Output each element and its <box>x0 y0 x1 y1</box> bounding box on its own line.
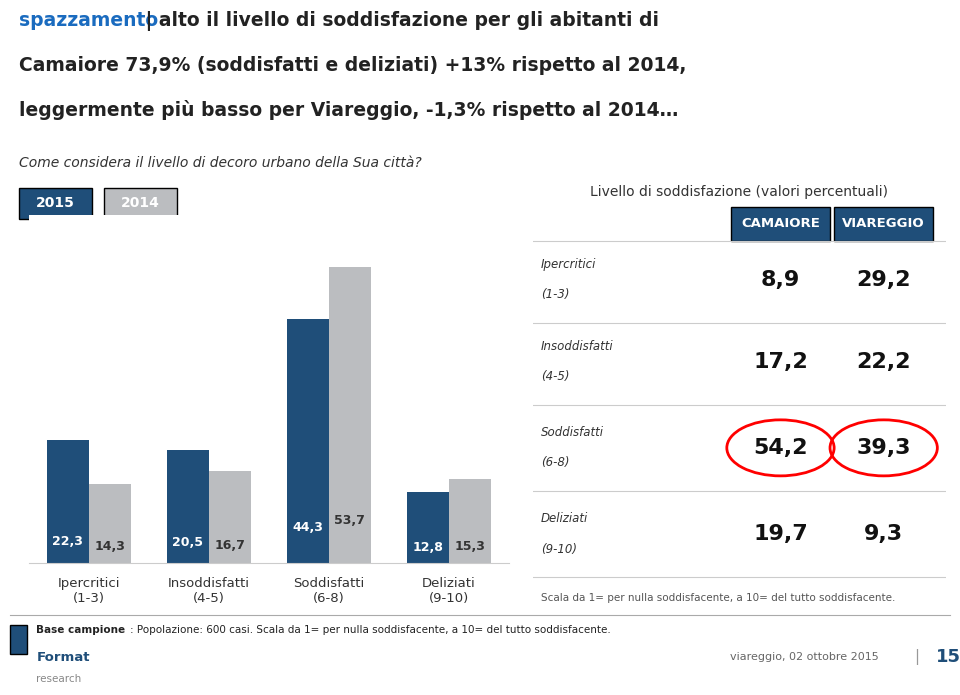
Text: Format: Format <box>36 651 90 664</box>
Bar <box>209 471 251 563</box>
Text: (9-10): (9-10) <box>541 543 577 555</box>
Text: 19,7: 19,7 <box>753 524 808 544</box>
Text: 12,8: 12,8 <box>413 541 444 555</box>
Bar <box>407 492 449 563</box>
Text: 14,3: 14,3 <box>94 541 125 553</box>
FancyBboxPatch shape <box>10 626 27 655</box>
Text: Soddisfatti: Soddisfatti <box>541 426 604 439</box>
Text: Scala da 1= per nulla soddisfacente, a 10= del tutto soddisfacente.: Scala da 1= per nulla soddisfacente, a 1… <box>541 593 896 603</box>
Text: : Popolazione: 600 casi. Scala da 1= per nulla soddisfacente, a 10= del tutto so: : Popolazione: 600 casi. Scala da 1= per… <box>130 625 611 635</box>
Bar <box>47 440 88 563</box>
Text: Camaiore 73,9% (soddisfatti e deliziati) +13% rispetto al 2014,: Camaiore 73,9% (soddisfatti e deliziati)… <box>19 56 686 74</box>
Text: viareggio, 02 ottobre 2015: viareggio, 02 ottobre 2015 <box>730 652 878 662</box>
Text: Insoddisfatti: Insoddisfatti <box>541 340 613 353</box>
Bar <box>328 267 371 563</box>
FancyBboxPatch shape <box>834 206 933 241</box>
Text: 2014: 2014 <box>121 196 159 211</box>
Text: 9,3: 9,3 <box>864 524 903 544</box>
Bar <box>167 450 208 563</box>
Text: 8,9: 8,9 <box>761 270 800 290</box>
Text: VIAREGGIO: VIAREGGIO <box>842 218 925 230</box>
Bar <box>287 318 328 563</box>
Text: 44,3: 44,3 <box>293 521 324 534</box>
Text: 2015: 2015 <box>36 196 75 211</box>
Text: 53,7: 53,7 <box>334 514 365 528</box>
Text: 16,7: 16,7 <box>214 539 245 552</box>
FancyBboxPatch shape <box>104 188 177 218</box>
Text: 15: 15 <box>936 648 960 666</box>
Text: 22,3: 22,3 <box>53 535 84 548</box>
Text: Ipercritici: Ipercritici <box>541 259 596 271</box>
Text: Deliziati: Deliziati <box>541 512 588 525</box>
Text: 29,2: 29,2 <box>856 270 911 290</box>
Text: research: research <box>36 673 82 684</box>
FancyBboxPatch shape <box>19 188 92 218</box>
FancyBboxPatch shape <box>731 206 830 241</box>
Text: 17,2: 17,2 <box>753 352 808 372</box>
Text: Come considera il livello di decoro urbano della Sua città?: Come considera il livello di decoro urba… <box>19 156 422 170</box>
Bar <box>449 479 491 563</box>
Text: (6-8): (6-8) <box>541 457 569 469</box>
Text: Base campione: Base campione <box>36 625 126 635</box>
Text: 54,2: 54,2 <box>754 438 807 458</box>
Text: 22,2: 22,2 <box>856 352 911 372</box>
Text: spazzamento: spazzamento <box>19 11 158 30</box>
Text: leggermente più basso per Viareggio, -1,3% rispetto al 2014…: leggermente più basso per Viareggio, -1,… <box>19 100 679 120</box>
Text: Livello di soddisfazione (valori percentuali): Livello di soddisfazione (valori percent… <box>590 185 888 199</box>
Bar <box>88 484 131 563</box>
Text: 20,5: 20,5 <box>172 537 204 549</box>
Text: |: | <box>914 649 920 665</box>
Text: 15,3: 15,3 <box>454 540 485 553</box>
Text: 39,3: 39,3 <box>856 438 911 458</box>
Text: (4-5): (4-5) <box>541 370 569 383</box>
Text: (1-3): (1-3) <box>541 288 569 302</box>
Text: CAMAIORE: CAMAIORE <box>741 218 820 230</box>
Text: | alto il livello di soddisfazione per gli abitanti di: | alto il livello di soddisfazione per g… <box>139 11 660 31</box>
